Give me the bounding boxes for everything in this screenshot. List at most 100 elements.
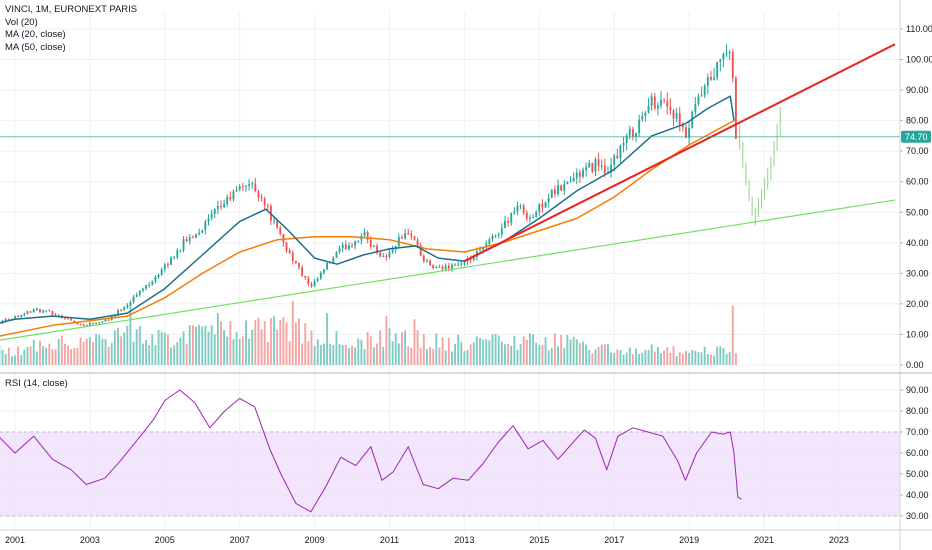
candle-body — [138, 290, 141, 295]
volume-bar — [251, 329, 254, 365]
volume-bar — [29, 346, 32, 365]
volume-bar — [10, 356, 13, 365]
candle-body — [522, 205, 525, 213]
volume-bar — [376, 343, 378, 365]
volume-bar — [438, 347, 441, 365]
volume-bar — [616, 349, 619, 365]
ma20-legend[interactable]: MA (20, close) — [5, 29, 66, 40]
volume-bar — [213, 334, 216, 365]
price-tick-label: 90.00 — [906, 85, 929, 95]
candle-body — [379, 252, 382, 257]
candle-body — [497, 234, 500, 236]
candle-body — [279, 227, 282, 235]
candle-body — [372, 245, 375, 247]
candle-body — [7, 319, 10, 321]
volume-bar — [347, 347, 350, 365]
volume-bar — [600, 344, 603, 365]
volume-bar — [298, 318, 300, 365]
volume-bar — [681, 353, 684, 365]
volume-bar — [338, 344, 341, 365]
price-tick-label: 70.00 — [906, 146, 929, 156]
candles — [0, 43, 781, 327]
volume-bar — [544, 337, 547, 365]
volume-bar — [179, 337, 182, 365]
candle-body — [82, 324, 85, 326]
volume-bar — [460, 341, 463, 365]
candle-body — [479, 249, 481, 251]
candle-body — [207, 218, 210, 222]
volume-bar — [269, 318, 272, 365]
candle-body — [731, 52, 734, 79]
candle-body — [142, 288, 144, 291]
candle-body — [734, 78, 737, 139]
volume-bar — [191, 325, 194, 365]
volume-bar — [45, 347, 48, 365]
candle-body — [429, 260, 432, 266]
volume-bar — [688, 352, 691, 365]
volume-bar — [638, 353, 641, 365]
candle-body — [385, 255, 388, 258]
symbol-title[interactable]: VINCI, 1M, EURONEXT PARIS — [5, 4, 138, 15]
volume-bar — [310, 330, 313, 365]
rsi-legend-box: RSI (14, close) — [5, 378, 68, 391]
candle-body — [725, 52, 728, 54]
candle-body — [588, 163, 591, 168]
volume-bar — [529, 333, 531, 365]
volume-bar — [154, 345, 157, 365]
candle-body — [535, 212, 538, 218]
main-legend: VINCI, 1M, EURONEXT PARIS Vol (20) MA (2… — [5, 4, 137, 54]
candle-body — [347, 245, 350, 250]
candle-body — [507, 220, 510, 223]
candle-body — [575, 172, 578, 179]
candle-body — [432, 265, 435, 268]
candle-body — [198, 232, 201, 235]
rsi-pane — [0, 389, 900, 517]
vol-legend[interactable]: Vol (20) — [5, 16, 38, 28]
volume-bar — [17, 346, 20, 365]
volume-bar — [1, 349, 4, 365]
volume-bar — [138, 325, 141, 365]
candle-body — [656, 105, 659, 109]
volume-bar — [151, 334, 154, 365]
candle-body — [713, 77, 716, 80]
volume-bar — [260, 329, 263, 365]
candle-body — [569, 181, 572, 183]
time-tick-label: 2023 — [829, 535, 849, 545]
price-tick-label: 30.00 — [906, 268, 929, 278]
volume-bar — [410, 347, 413, 365]
candle-body — [516, 205, 519, 212]
candle-body — [107, 319, 110, 321]
candle-body — [681, 124, 684, 128]
candle-body — [706, 77, 709, 86]
volume-bar — [291, 300, 294, 365]
candle-body — [29, 311, 32, 313]
volume-bar — [160, 331, 163, 365]
candle-body — [591, 163, 594, 172]
candle-body — [369, 239, 372, 247]
ma50-legend[interactable]: MA (50, close) — [5, 41, 66, 53]
candle-body — [572, 178, 575, 182]
volume-bar — [731, 305, 734, 365]
volume-bar — [113, 330, 116, 365]
volume-bar — [166, 334, 169, 365]
candle-body — [163, 264, 166, 270]
volume-bar — [666, 347, 669, 365]
volume-bar — [538, 344, 541, 365]
candle-body — [223, 203, 226, 207]
volume-bar — [525, 339, 528, 365]
rsi-legend[interactable]: RSI (14, close) — [5, 378, 68, 389]
volume-bar — [397, 343, 400, 365]
volume-bar — [653, 351, 656, 365]
volume-bar — [20, 355, 23, 365]
volume-bar — [675, 356, 678, 365]
candle-body — [469, 258, 472, 261]
volume-bar — [107, 346, 110, 365]
volume-bar — [628, 347, 631, 365]
candle-body — [366, 232, 369, 240]
candle-body — [266, 205, 269, 207]
candle-body — [444, 265, 447, 270]
volume-bar — [450, 351, 453, 365]
time-tick-label: 2015 — [529, 535, 549, 545]
volume-bar — [301, 343, 304, 365]
candle-body — [298, 263, 300, 268]
